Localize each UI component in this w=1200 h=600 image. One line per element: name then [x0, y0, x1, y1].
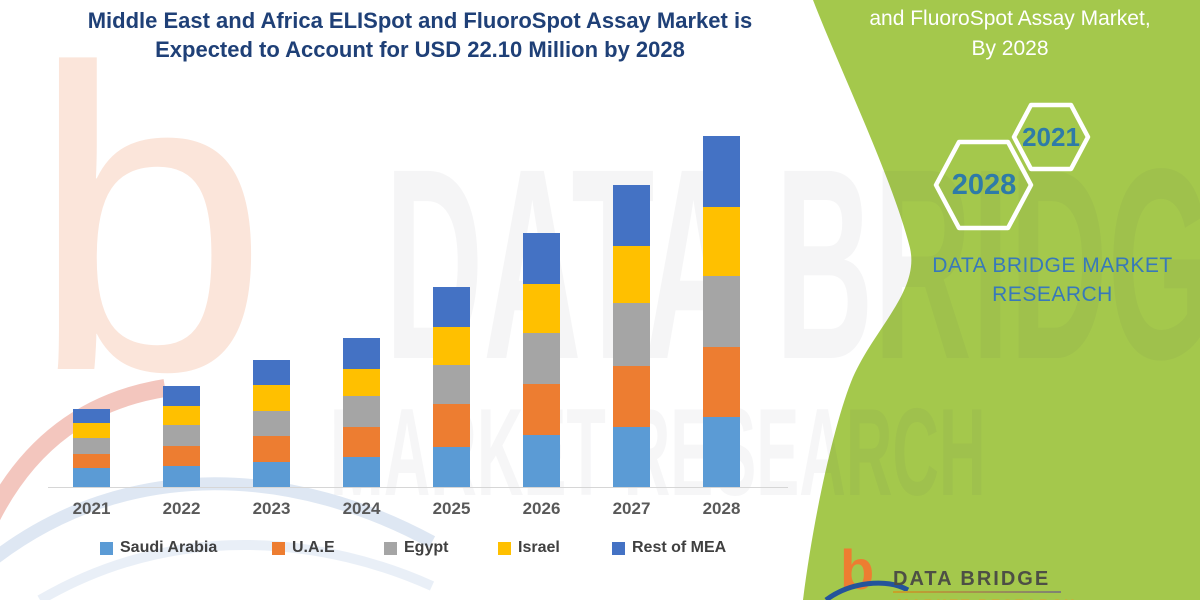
segment-egypt-2025	[433, 364, 470, 405]
hexagon-graphic	[933, 102, 1091, 231]
panel-brand-line1: DATA BRIDGE MARKET	[932, 254, 1173, 277]
legend-label: Egypt	[404, 539, 449, 556]
legend-item-israel: Israel	[498, 539, 560, 557]
legend-swatch-icon	[612, 541, 625, 555]
segment-rest-of-mea-2023	[253, 360, 290, 386]
segment-egypt-2028	[703, 275, 740, 348]
segment-egypt-2023	[253, 410, 290, 437]
legend-swatch-icon	[100, 541, 113, 555]
segment-egypt-2027	[613, 302, 650, 367]
segment-rest-of-mea-2024	[343, 337, 380, 370]
legend-swatch-icon	[384, 541, 397, 555]
segment-rest-of-mea-2021	[73, 409, 110, 424]
red-arc	[0, 379, 167, 521]
x-axis-label-2027: 2027	[612, 499, 651, 518]
chart-title-line2: Expected to Account for USD 22.10 Millio…	[155, 37, 685, 62]
watermark-text-databridge: DATA BRIDGE	[385, 112, 1200, 416]
segment-saudi-arabia-2026	[523, 434, 560, 487]
hexagon-2021-label: 2021	[1022, 122, 1080, 152]
x-axis-label-2022: 2022	[162, 499, 201, 518]
legend-item-saudi-arabia: Saudi Arabia	[100, 539, 217, 557]
segment-saudi-arabia-2021	[73, 467, 110, 487]
x-axis-label-2024: 2024	[342, 499, 381, 518]
x-axis-label-2025: 2025	[432, 499, 471, 518]
segment-u-a-e-2022	[163, 445, 200, 467]
legend-label: Rest of MEA	[632, 539, 727, 556]
segment-israel-2024	[343, 369, 380, 397]
x-axis-line	[48, 487, 788, 488]
bar-2022	[163, 385, 200, 487]
segment-egypt-2024	[343, 396, 380, 427]
x-axis-label-2023: 2023	[252, 499, 291, 518]
hexagon-2028-label: 2028	[951, 169, 1017, 201]
databridge-watermark-icon: b	[30, 0, 270, 461]
segment-u-a-e-2021	[73, 453, 110, 468]
segment-saudi-arabia-2027	[613, 426, 650, 487]
bar-2027	[613, 185, 650, 487]
green-panel-shape	[803, 0, 1200, 600]
legend-swatch-icon	[272, 541, 285, 555]
segment-u-a-e-2026	[523, 383, 560, 435]
segment-u-a-e-2025	[433, 404, 470, 448]
bar-2025	[433, 286, 470, 487]
hexagon-2021-icon	[1011, 102, 1091, 172]
panel-heading-line2: and FluoroSpot Assay Market,	[869, 7, 1151, 30]
x-axis-label-2028: 2028	[702, 499, 741, 518]
segment-rest-of-mea-2027	[613, 185, 650, 246]
legend-label: U.A.E	[292, 539, 335, 556]
segment-israel-2026	[523, 283, 560, 334]
blue-arc	[0, 477, 436, 563]
segment-egypt-2026	[523, 333, 560, 384]
panel-brand-text: DATA BRIDGE MARKET RESEARCH	[895, 251, 1200, 309]
chart-title-line1: Middle East and Africa ELISpot and Fluor…	[87, 8, 753, 33]
segment-u-a-e-2028	[703, 347, 740, 418]
segment-rest-of-mea-2022	[163, 385, 200, 407]
panel-heading-line3: By 2028	[971, 37, 1049, 60]
segment-israel-2028	[703, 207, 740, 276]
x-axis-label-2026: 2026	[522, 499, 561, 518]
legend-item-rest-of-mea: Rest of MEA	[612, 539, 726, 557]
segment-israel-2027	[613, 245, 650, 303]
segment-saudi-arabia-2022	[163, 466, 200, 487]
blue-arc-2	[37, 539, 435, 600]
bar-2023	[253, 360, 290, 487]
segment-egypt-2022	[163, 425, 200, 446]
hexagon-2028-icon	[933, 139, 1034, 231]
legend-item-u-a-e: U.A.E	[272, 539, 335, 557]
chart-title: Middle East and Africa ELISpot and Fluor…	[30, 6, 810, 64]
panel-brand-line2: RESEARCH	[992, 283, 1113, 306]
segment-israel-2025	[433, 326, 470, 365]
segment-saudi-arabia-2024	[343, 456, 380, 487]
segment-u-a-e-2023	[253, 436, 290, 462]
panel-heading: Middle East and Africa ELISpot and Fluor…	[825, 0, 1195, 64]
legend-item-egypt: Egypt	[384, 539, 448, 557]
bar-2026	[523, 233, 560, 487]
legend-swatch-icon	[498, 541, 511, 555]
bar-2021	[73, 409, 110, 487]
segment-u-a-e-2027	[613, 366, 650, 427]
legend-label: Israel	[518, 539, 560, 556]
x-axis-label-2021: 2021	[72, 499, 111, 518]
segment-rest-of-mea-2025	[433, 286, 470, 327]
segment-saudi-arabia-2023	[253, 461, 290, 487]
segment-saudi-arabia-2025	[433, 447, 470, 487]
segment-israel-2022	[163, 406, 200, 426]
segment-rest-of-mea-2026	[523, 233, 560, 284]
segment-u-a-e-2024	[343, 426, 380, 457]
segment-rest-of-mea-2028	[703, 135, 740, 208]
segment-saudi-arabia-2028	[703, 417, 740, 487]
legend-label: Saudi Arabia	[120, 539, 218, 556]
segment-israel-2021	[73, 423, 110, 438]
segment-egypt-2021	[73, 437, 110, 454]
bar-2028	[703, 135, 740, 487]
segment-israel-2023	[253, 385, 290, 411]
bar-2024	[343, 337, 380, 487]
